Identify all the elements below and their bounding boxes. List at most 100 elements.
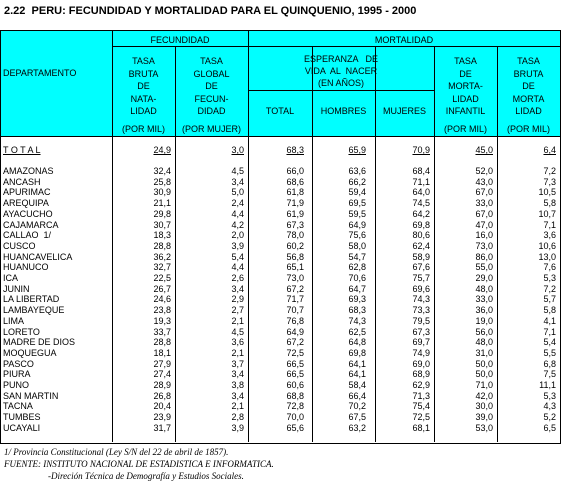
cell: 67,2 [286,337,304,348]
cell: 69,7 [412,337,430,348]
cell: 26,8 [153,390,171,401]
column-header: NATA- [130,93,157,104]
column-header: DE [205,81,218,91]
cell: 69,3 [348,294,366,305]
cell: 4,5 [231,166,244,176]
cell: 23,8 [153,305,171,316]
cell: 3,4 [231,176,244,187]
cell: 86,0 [475,251,493,262]
cell: 3,4 [231,369,244,380]
cell: 64,1 [348,369,366,380]
cell: 4,4 [231,262,244,273]
row-label: HUANCAVELICA [3,251,73,262]
cell: 6,8 [543,358,556,369]
cell: 64,9 [286,326,304,337]
cell: 30,7 [153,219,171,230]
cell: 70,0 [286,412,304,423]
cell: 29,8 [153,208,171,219]
cell: 48,0 [475,283,493,294]
cell: 43,0 [475,176,493,187]
cell: 3,4 [231,283,244,294]
row-label: T O T A L [3,145,41,155]
column-header: MORTA [512,93,545,104]
row-label: SAN MARTIN [3,390,59,401]
column-header: DE [522,81,535,91]
row-label: AMAZONAS [3,166,54,176]
cell: 5,8 [543,305,556,316]
column-header: BRUTA [128,68,159,79]
cell: 28,8 [153,240,171,251]
row-label: CUSCO [3,240,36,251]
cell: 28,8 [153,337,171,348]
cell: 19,3 [153,315,171,326]
cell: 31,0 [475,347,493,358]
cell: 47,0 [475,219,493,230]
cell: 5,2 [543,412,556,423]
row-label: CALLAO 1/ [3,230,52,241]
cell: 80,6 [412,230,430,241]
group-header: MORTALIDAD [374,35,434,45]
footnote: 1/ Provincia Constitucional (Ley S/N del… [4,447,229,457]
cell: 7,3 [543,176,556,187]
cell: 68,1 [412,422,430,433]
column-header: TOTAL [265,106,295,116]
cell: 33,7 [153,326,171,337]
cell: 68,3 [348,305,366,316]
cell: 23,9 [153,412,171,423]
cell: 67,3 [286,219,304,230]
cell: 71,0 [475,380,493,390]
column-header: INFANTIL [445,106,486,116]
cell: 65,6 [286,422,304,433]
cell: 71,3 [412,390,430,401]
cell: 27,4 [153,369,171,380]
cell: 69,5 [348,198,366,209]
cell: 6,5 [543,422,556,433]
cell: 67,5 [348,412,366,423]
cell: 70,9 [412,145,430,155]
cell: 67,0 [475,208,493,219]
cell: 10,7 [538,208,556,219]
row-label: APURIMAC [3,187,51,198]
cell: 42,0 [475,390,493,401]
cell: 72,5 [286,347,304,358]
column-header: DIDAD [197,106,226,116]
cell: 31,7 [153,422,171,433]
column-header: LIDAD [452,93,479,104]
column-header: DE [137,81,150,91]
column-header: (EN AÑOS) [317,78,364,88]
cell: 50,0 [475,369,493,380]
cell: 45,0 [475,145,493,155]
cell: 66,4 [348,390,366,401]
cell: 11,1 [539,380,556,390]
cell: 72,5 [412,412,430,423]
rule [112,46,560,47]
cell: 39,0 [475,412,493,423]
header-background [0,30,560,136]
cell: 66,5 [286,369,304,380]
row-label: UCAYALI [3,422,41,433]
cell: 7,5 [543,369,556,380]
row-label: AYACUCHO [3,208,53,219]
cell: 67,6 [412,262,430,273]
cell: 56,0 [475,326,493,337]
rule [497,46,498,442]
cell: 59,5 [348,208,366,219]
cell: 18,1 [153,347,171,358]
cell: 2,6 [231,273,244,283]
cell: 3,7 [231,358,244,369]
cell: 66,0 [286,166,304,176]
rule [248,90,434,91]
cell: 7,1 [543,219,556,230]
cell: 70,7 [286,305,304,316]
cell: 28,9 [153,380,171,390]
cell: 67,3 [412,326,430,337]
row-label: HUANUCO [3,262,49,273]
cell: 65,1 [286,262,304,273]
cell: 71,1 [412,176,430,187]
cell: 13,0 [538,251,556,262]
row-label: CAJAMARCA [3,219,59,230]
column-unit: (POR MUJER) [182,124,241,134]
cell: 53,0 [475,422,493,433]
row-label: LAMBAYEQUE [3,305,65,316]
